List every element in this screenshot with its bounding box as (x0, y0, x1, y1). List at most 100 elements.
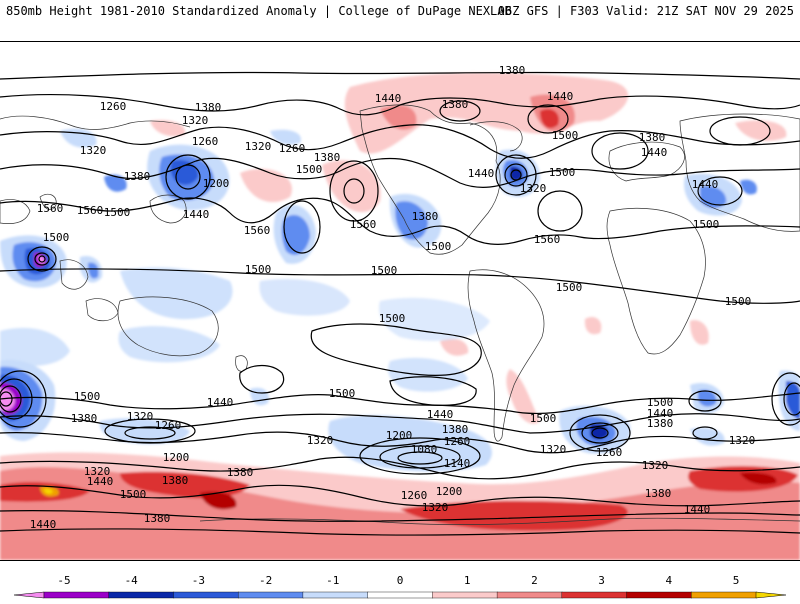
contour-label: 1500 (245, 263, 272, 276)
contour-label: 1380 (647, 417, 674, 430)
colorbar-tick-label: -5 (57, 574, 70, 587)
anomaly-map: 1380 1440 1380 1440 1500 1260 1380 1320 1380 1440… (0, 41, 800, 561)
contour-label-text: 1500 (329, 387, 356, 400)
colorbar-segment (561, 591, 628, 599)
contour-label-text: 1320 (245, 140, 272, 153)
contour-label-text: 1560 (534, 233, 561, 246)
contour-label: 1500 (43, 231, 70, 244)
contour-label-text: 1320 (182, 114, 209, 127)
contour-label: 1440 (684, 503, 711, 516)
contour-label-text: 1320 (80, 144, 107, 157)
contour-label-text: 1560 (350, 218, 377, 231)
contour-label-text: 1440 (427, 408, 454, 421)
contour-label-text: 1380 (71, 412, 98, 425)
contour-label: 1500 (104, 206, 131, 219)
contour-label: 1440 (547, 90, 574, 103)
contour-label-text: 1440 (692, 178, 719, 191)
contour-label-text: 1260 (401, 489, 428, 502)
contour-label-text: 1440 (641, 146, 668, 159)
colorbar-tick-label: -1 (326, 574, 339, 587)
contour-label-text: 1320 (422, 501, 449, 514)
contour-label: 1380 (227, 466, 254, 479)
contour-label: 1200 (163, 451, 190, 464)
colorbar-tick-label: 4 (665, 574, 672, 587)
contour-label-text: 1260 (596, 446, 623, 459)
contour-label-text: 1320 (642, 459, 669, 472)
contour-label: 1260 (444, 435, 471, 448)
contour-label: 1500 (74, 390, 101, 403)
contour-label: 1380 (639, 131, 666, 144)
contour-label: 1080 (411, 443, 438, 456)
contour-label-text: 1380 (162, 474, 189, 487)
contour-label-text: 1440 (547, 90, 574, 103)
contour-label-text: 1500 (104, 206, 131, 219)
contour-label-text: 1440 (375, 92, 402, 105)
contour-label-text: 1440 (684, 503, 711, 516)
contour-label-text: 1500 (425, 240, 452, 253)
contour-1380-north (0, 71, 800, 80)
contour-label-text: 1380 (442, 423, 469, 436)
positive-anomaly-arctic (344, 72, 629, 154)
contour-label: 1500 (725, 295, 752, 308)
colorbar-tick-label: 0 (397, 574, 404, 587)
contour-label-text: 1140 (444, 457, 471, 470)
contour-label: 1380 (412, 210, 439, 223)
contour-label-text: 1320 (127, 410, 154, 423)
contour-label-text: 1440 (647, 407, 674, 420)
contour-label: 1320 (422, 501, 449, 514)
colorbar-segment (43, 591, 110, 599)
contour-label-text: 1320 (520, 182, 547, 195)
contour-label-text: 1440 (183, 208, 210, 221)
contour-label: 1320 (540, 443, 567, 456)
contour-label-text: 1440 (207, 396, 234, 409)
contour-1500-south (0, 392, 800, 415)
contour-label-text: 1200 (163, 451, 190, 464)
contour-label-text: 1380 (144, 512, 171, 525)
contour-label: 1440 (207, 396, 234, 409)
contour-label: 1440 (427, 408, 454, 421)
contour-label: 1320 (80, 144, 107, 157)
contour-label-text: 1500 (245, 263, 272, 276)
contour-label: 1440 (87, 475, 114, 488)
contour-label: 1320 (520, 182, 547, 195)
contour-label: 1500 (552, 129, 579, 142)
coastlines (0, 104, 800, 525)
contour-label: 1500 (693, 218, 720, 231)
contour-label-text: 1200 (386, 429, 413, 442)
contour-label-text: 1320 (540, 443, 567, 456)
contour-label-text: 1080 (411, 443, 438, 456)
contour-label: 1500 (120, 488, 147, 501)
contour-label: 1500 (556, 281, 583, 294)
contour-label-text: 1560 (77, 204, 104, 217)
contour-label: 1500 (549, 166, 576, 179)
map-title: 850mb Height 1981-2010 Standardized Anom… (6, 4, 512, 18)
contour-label-text: 1380 (639, 131, 666, 144)
contour-label-text: 1500 (371, 264, 398, 277)
colorbar-segment (626, 591, 692, 599)
contour-label-text: 1440 (87, 475, 114, 488)
contour-label-text: 1380 (314, 151, 341, 164)
contour-label-text: 1200 (436, 485, 463, 498)
australia-outline (117, 296, 219, 357)
contour-label: 1260 (596, 446, 623, 459)
colorbar-segment (237, 591, 304, 599)
contour-label: 1500 (371, 264, 398, 277)
colorbar-segment (432, 591, 498, 599)
colorbar-segment (173, 591, 239, 599)
contour-label-text: 1260 (192, 135, 219, 148)
colorbar-tick-label: -2 (259, 574, 272, 587)
contour-label-text: 1320 (307, 434, 334, 447)
colorbar-segment (691, 591, 757, 599)
colorbar-high-extension (755, 591, 787, 599)
contour-label-text: 1260 (100, 100, 127, 113)
contour-label: 1560 (350, 218, 377, 231)
contour-label: 1320 (245, 140, 272, 153)
north-america-outline (359, 104, 501, 255)
contour-label: 1440 (692, 178, 719, 191)
contour-label-text: 1500 (549, 166, 576, 179)
contour-label: 1320 (642, 459, 669, 472)
contour-label: 1440 (641, 146, 668, 159)
contour-label: 1560 (37, 202, 64, 215)
contour-label: 1320 (307, 434, 334, 447)
colorbar-segment (496, 591, 563, 599)
